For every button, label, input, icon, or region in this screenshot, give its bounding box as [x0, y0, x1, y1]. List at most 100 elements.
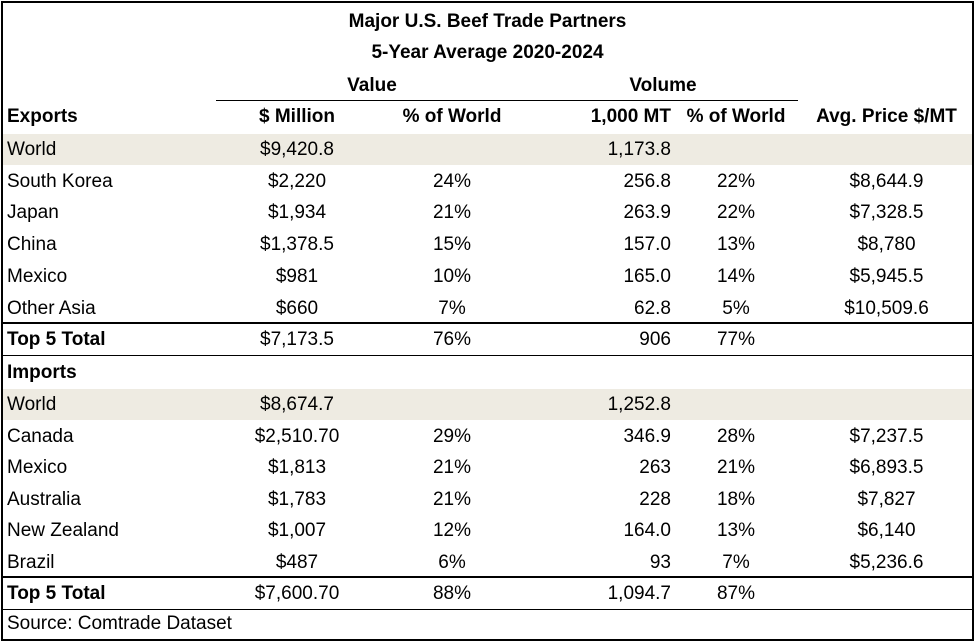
table-row: New Zealand $1,007 12% 164.0 13% $6,140: [3, 515, 972, 546]
cell-avg-price: $7,827: [857, 489, 916, 510]
cell-avg-price: $8,780: [857, 234, 916, 255]
cell-volume-pct: 18%: [716, 489, 756, 510]
cell-volume-mt: 1,173.8: [607, 139, 671, 160]
cell-volume-pct: 13%: [716, 234, 756, 255]
cell-value-pct: 7%: [438, 298, 466, 319]
cell-volume-mt: 263: [639, 457, 671, 478]
table-row: South Korea $2,220 24% 256.8 22% $8,644.…: [3, 166, 972, 197]
cell-avg-price: $5,945.5: [849, 266, 924, 287]
cell-value-pct: 10%: [432, 266, 472, 287]
cell-volume-pct: 87%: [716, 583, 756, 604]
cell-value-million: $1,783: [267, 489, 327, 510]
imports-section-row: Imports: [3, 357, 972, 388]
cell-value-pct: 12%: [432, 520, 472, 541]
col-header-volume-pct: % of World: [686, 106, 786, 127]
cell-value-million: $7,173.5: [260, 329, 334, 350]
cell-volume-mt: 1,094.7: [607, 583, 671, 604]
cell-volume-pct: 28%: [716, 426, 756, 447]
group-header-value: Value: [216, 75, 528, 101]
table-row: Mexico $1,813 21% 263 21% $6,893.5: [3, 452, 972, 483]
cell-value-pct: 76%: [432, 329, 472, 350]
source-row: Source: Comtrade Dataset: [3, 609, 972, 639]
cell-country: Top 5 Total: [7, 329, 106, 350]
table-row: Other Asia $660 7% 62.8 5% $10,509.6: [3, 293, 972, 324]
source-note: Source: Comtrade Dataset: [7, 613, 232, 634]
cell-value-million: $8,674.7: [260, 394, 334, 415]
cell-volume-pct: 5%: [722, 298, 750, 319]
table-row: Canada $2,510.70 29% 346.9 28% $7,237.5: [3, 421, 972, 452]
exports-world-row: World $9,420.8 1,173.8: [3, 134, 972, 165]
cell-value-million: $1,378.5: [260, 234, 334, 255]
cell-country: Brazil: [7, 552, 55, 573]
cell-value-million: $981: [275, 266, 319, 287]
cell-value-million: $1,007: [267, 520, 327, 541]
cell-volume-mt: 62.8: [634, 298, 671, 319]
cell-country: Mexico: [7, 266, 68, 287]
cell-country: Japan: [7, 202, 59, 223]
cell-avg-price: $6,140: [857, 520, 916, 541]
cell-volume-pct: 13%: [716, 520, 756, 541]
cell-value-pct: 21%: [432, 457, 472, 478]
cell-avg-price: $10,509.6: [844, 298, 929, 319]
cell-volume-mt: 157.0: [623, 234, 671, 255]
cell-volume-mt: 346.9: [623, 426, 671, 447]
cell-volume-pct: 14%: [716, 266, 756, 287]
cell-country: Mexico: [7, 457, 68, 478]
cell-volume-mt: 93: [649, 552, 671, 573]
cell-country: Top 5 Total: [7, 583, 106, 604]
cell-volume-mt: 906: [639, 329, 671, 350]
imports-world-row: World $8,674.7 1,252.8: [3, 389, 972, 420]
cell-volume-pct: 77%: [716, 329, 756, 350]
cell-country: World: [7, 139, 57, 160]
cell-volume-mt: 228: [639, 489, 671, 510]
table-subtitle: 5-Year Average 2020-2024: [371, 42, 604, 63]
cell-volume-pct: 21%: [716, 457, 756, 478]
cell-value-million: $1,813: [267, 457, 327, 478]
cell-volume-mt: 263.9: [623, 202, 671, 223]
cell-volume-mt: 165.0: [623, 266, 671, 287]
cell-value-pct: 21%: [432, 489, 472, 510]
column-header-row: Exports $ Million % of World 1,000 MT % …: [3, 101, 972, 132]
table-row: Mexico $981 10% 165.0 14% $5,945.5: [3, 261, 972, 292]
cell-value-million: $9,420.8: [260, 139, 334, 160]
cell-value-million: $487: [275, 552, 319, 573]
cell-country: South Korea: [7, 171, 113, 192]
cell-value-pct: 88%: [432, 583, 472, 604]
cell-volume-mt: 1,252.8: [607, 394, 671, 415]
table-row: Australia $1,783 21% 228 18% $7,827: [3, 484, 972, 515]
cell-value-pct: 6%: [438, 552, 466, 573]
cell-avg-price: $7,237.5: [849, 426, 924, 447]
cell-volume-mt: 164.0: [623, 520, 671, 541]
col-header-volume-mt: 1,000 MT: [590, 106, 671, 127]
col-header-value-pct: % of World: [402, 106, 502, 127]
cell-avg-price: $5,236.6: [849, 552, 924, 573]
table-row: China $1,378.5 15% 157.0 13% $8,780: [3, 229, 972, 260]
col-header-avg-price: Avg. Price $/MT: [816, 106, 957, 127]
cell-value-million: $2,220: [267, 171, 327, 192]
cell-volume-mt: 256.8: [623, 171, 671, 192]
cell-country: Australia: [7, 489, 81, 510]
exports-total-row: Top 5 Total $7,173.5 76% 906 77%: [3, 322, 972, 356]
cell-volume-pct: 22%: [716, 171, 756, 192]
cell-value-pct: 24%: [432, 171, 472, 192]
cell-country: World: [7, 394, 57, 415]
group-header-volume: Volume: [528, 75, 798, 101]
cell-avg-price: $8,644.9: [849, 171, 924, 192]
table-row: Brazil $487 6% 93 7% $5,236.6: [3, 547, 972, 578]
exports-section-label: Exports: [7, 106, 78, 127]
table-row: Japan $1,934 21% 263.9 22% $7,328.5: [3, 197, 972, 228]
cell-country: Canada: [7, 426, 74, 447]
cell-avg-price: $6,893.5: [849, 457, 924, 478]
cell-value-pct: 15%: [432, 234, 472, 255]
table-title: Major U.S. Beef Trade Partners: [348, 11, 627, 32]
cell-volume-pct: 22%: [716, 202, 756, 223]
cell-volume-pct: 7%: [722, 552, 750, 573]
imports-section-label: Imports: [7, 362, 77, 383]
cell-value-million: $1,934: [267, 202, 327, 223]
cell-country: China: [7, 234, 57, 255]
cell-value-million: $2,510.70: [254, 426, 340, 447]
cell-value-pct: 21%: [432, 202, 472, 223]
imports-total-row: Top 5 Total $7,600.70 88% 1,094.7 87%: [3, 576, 972, 610]
col-header-value-million: $ Million: [259, 106, 335, 127]
